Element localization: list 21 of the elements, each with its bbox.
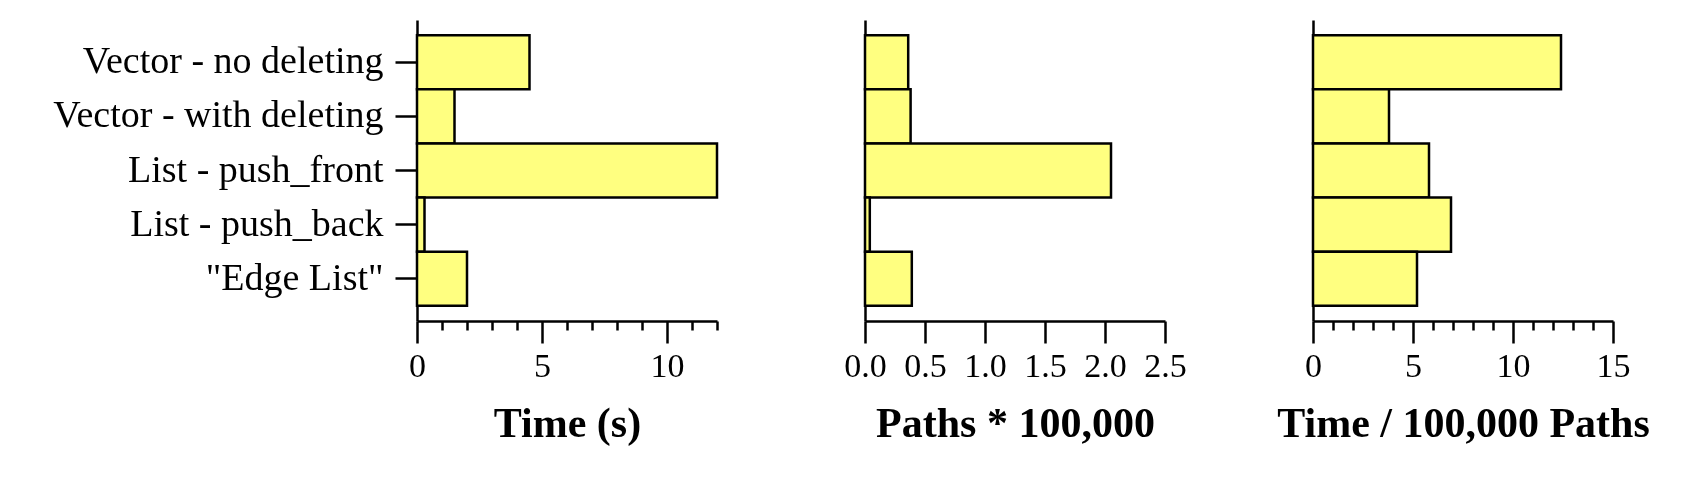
x-axis-title: Time / 100,000 Paths [1277,399,1650,446]
x-axis-title: Paths * 100,000 [876,399,1155,446]
x-tick-label: 1.5 [1024,346,1067,384]
x-axis-title: Time (s) [493,399,642,447]
y-tick-label: List - push_front [128,147,384,190]
x-tick-label: 5 [1405,346,1422,384]
x-tick-label: 0.0 [844,346,887,384]
y-tick-label: Vector - with deleting [53,93,384,136]
y-tick-label: Vector - no deleting [82,39,384,82]
x-tick-label: 10 [650,346,685,384]
y-tick-label: "Edge List" [205,255,384,298]
x-tick-label: 10 [1496,346,1531,384]
x-tick-label: 2.0 [1084,346,1127,384]
x-tick-label: 15 [1596,346,1631,384]
x-tick-label: 0 [1305,346,1322,384]
x-tick-label: 0.5 [904,346,947,384]
y-tick-label: List - push_back [130,201,384,244]
x-tick-label: 5 [534,346,551,384]
x-tick-label: 1.0 [964,346,1007,384]
x-tick-label: 0 [409,346,426,384]
x-tick-label: 2.5 [1144,346,1187,384]
